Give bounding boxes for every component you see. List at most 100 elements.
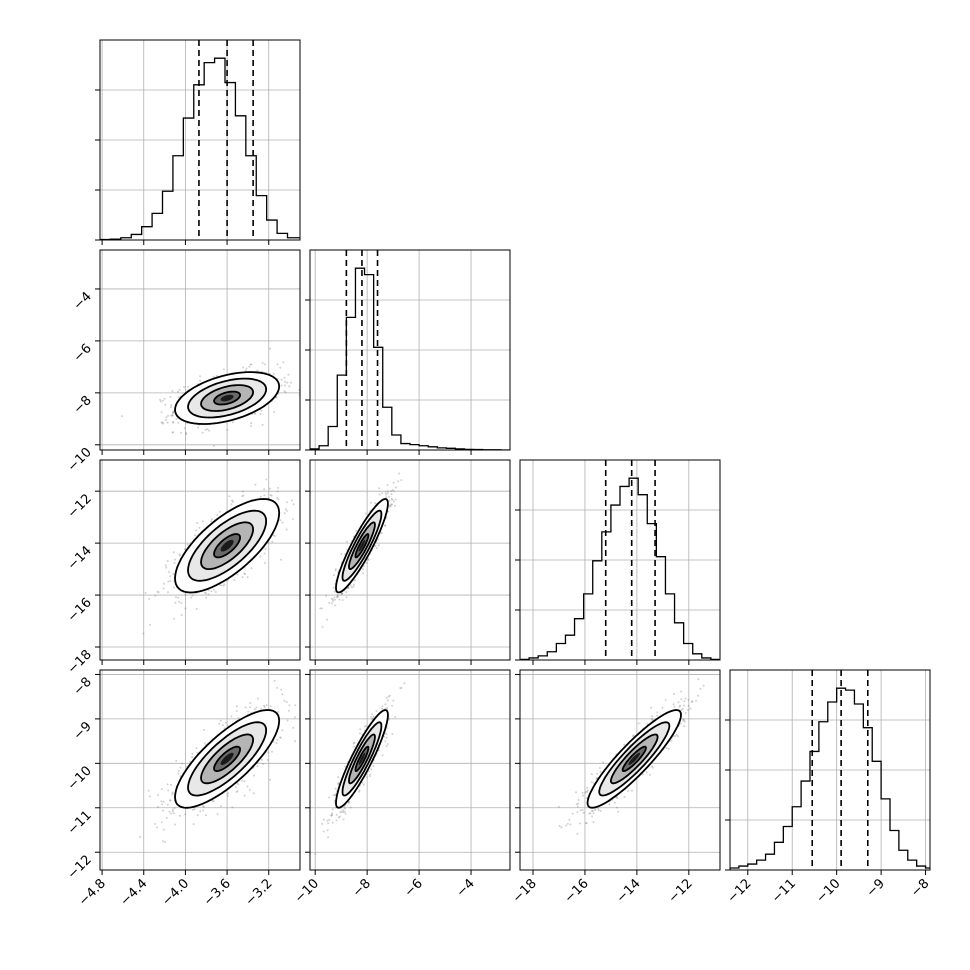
sample-point bbox=[235, 705, 238, 708]
sample-point bbox=[273, 535, 276, 537]
sample-point bbox=[162, 840, 164, 843]
sample-point bbox=[267, 751, 270, 754]
sample-point bbox=[180, 431, 183, 434]
sample-point bbox=[210, 518, 213, 521]
sample-point bbox=[368, 775, 371, 778]
sample-point bbox=[162, 800, 165, 803]
panel-content bbox=[310, 670, 510, 870]
sample-point bbox=[342, 818, 345, 821]
sample-point bbox=[268, 487, 271, 490]
sample-point bbox=[171, 412, 174, 415]
scatter-panel-1-3 bbox=[309, 669, 511, 871]
sample-point bbox=[284, 508, 287, 511]
sample-point bbox=[186, 455, 188, 457]
sample-point bbox=[162, 828, 165, 831]
sample-point bbox=[170, 414, 173, 417]
sample-point bbox=[271, 540, 274, 543]
sample-point bbox=[403, 682, 406, 685]
sample-point bbox=[172, 411, 175, 414]
sample-point bbox=[171, 390, 174, 393]
sample-point bbox=[371, 713, 374, 716]
sample-point bbox=[260, 758, 263, 761]
sample-point bbox=[365, 562, 368, 565]
sample-point bbox=[276, 686, 279, 689]
hist-frame bbox=[729, 669, 931, 871]
sample-point bbox=[650, 706, 653, 709]
sample-point bbox=[331, 808, 334, 811]
sample-point bbox=[284, 391, 287, 394]
sample-point bbox=[277, 498, 280, 501]
sample-point bbox=[235, 790, 238, 793]
sample-point bbox=[241, 495, 244, 498]
sample-point bbox=[393, 489, 395, 492]
sample-point bbox=[185, 431, 188, 434]
sample-point bbox=[190, 596, 193, 599]
sample-point bbox=[677, 735, 680, 738]
sample-point bbox=[161, 421, 164, 424]
sample-point bbox=[180, 614, 183, 616]
sample-point bbox=[163, 582, 165, 585]
sample-point bbox=[387, 695, 390, 698]
sample-point bbox=[277, 486, 280, 489]
sample-point bbox=[164, 841, 167, 843]
sample-point bbox=[253, 708, 256, 711]
sample-point bbox=[250, 422, 253, 425]
sample-point bbox=[204, 428, 207, 431]
sample-point bbox=[160, 411, 163, 414]
sample-point bbox=[232, 500, 234, 503]
sample-point bbox=[336, 596, 339, 599]
sample-point bbox=[173, 617, 175, 620]
sample-point bbox=[338, 598, 341, 601]
sample-point bbox=[207, 593, 210, 596]
sample-point bbox=[354, 579, 356, 582]
panel-content bbox=[310, 460, 510, 660]
sample-point bbox=[165, 419, 168, 421]
sample-point bbox=[386, 743, 389, 745]
sample-point bbox=[171, 810, 174, 813]
sample-point bbox=[381, 492, 384, 495]
sample-point bbox=[361, 781, 364, 784]
sample-point bbox=[284, 384, 286, 387]
sample-point bbox=[178, 553, 181, 556]
sample-point bbox=[343, 807, 346, 810]
panel-frame bbox=[99, 669, 301, 871]
sample-point bbox=[225, 721, 227, 724]
sample-point bbox=[220, 805, 223, 808]
sample-point bbox=[264, 561, 267, 564]
sample-point bbox=[149, 623, 151, 626]
sample-point bbox=[242, 494, 245, 497]
sample-point bbox=[358, 732, 361, 735]
sample-point bbox=[651, 718, 654, 721]
sample-point bbox=[340, 592, 343, 595]
sample-point bbox=[218, 510, 221, 513]
panel-content bbox=[100, 250, 300, 457]
sample-point bbox=[197, 426, 200, 429]
sample-point bbox=[169, 396, 172, 398]
sample-point bbox=[212, 800, 215, 803]
sample-point bbox=[184, 813, 187, 816]
contour-line-2 bbox=[348, 733, 376, 785]
sample-point bbox=[385, 736, 388, 739]
sample-point bbox=[350, 586, 353, 589]
sample-point bbox=[195, 747, 198, 750]
sample-point bbox=[243, 780, 246, 783]
sample-point bbox=[166, 560, 169, 563]
sample-point bbox=[290, 381, 292, 384]
sample-point bbox=[254, 413, 257, 415]
sample-point bbox=[248, 788, 251, 791]
sample-point bbox=[167, 789, 170, 792]
sample-point bbox=[169, 783, 172, 786]
sample-point bbox=[331, 598, 334, 601]
sample-point bbox=[214, 591, 217, 593]
sample-point bbox=[186, 385, 189, 388]
sample-point bbox=[579, 822, 581, 825]
sample-point bbox=[172, 410, 175, 413]
sample-point bbox=[272, 373, 275, 375]
sample-point bbox=[596, 772, 599, 775]
sample-point bbox=[242, 366, 244, 369]
sample-point bbox=[336, 595, 339, 598]
sample-point bbox=[212, 375, 215, 378]
contour-line-1 bbox=[187, 377, 268, 419]
sample-point bbox=[166, 421, 169, 424]
sample-point bbox=[201, 520, 204, 523]
